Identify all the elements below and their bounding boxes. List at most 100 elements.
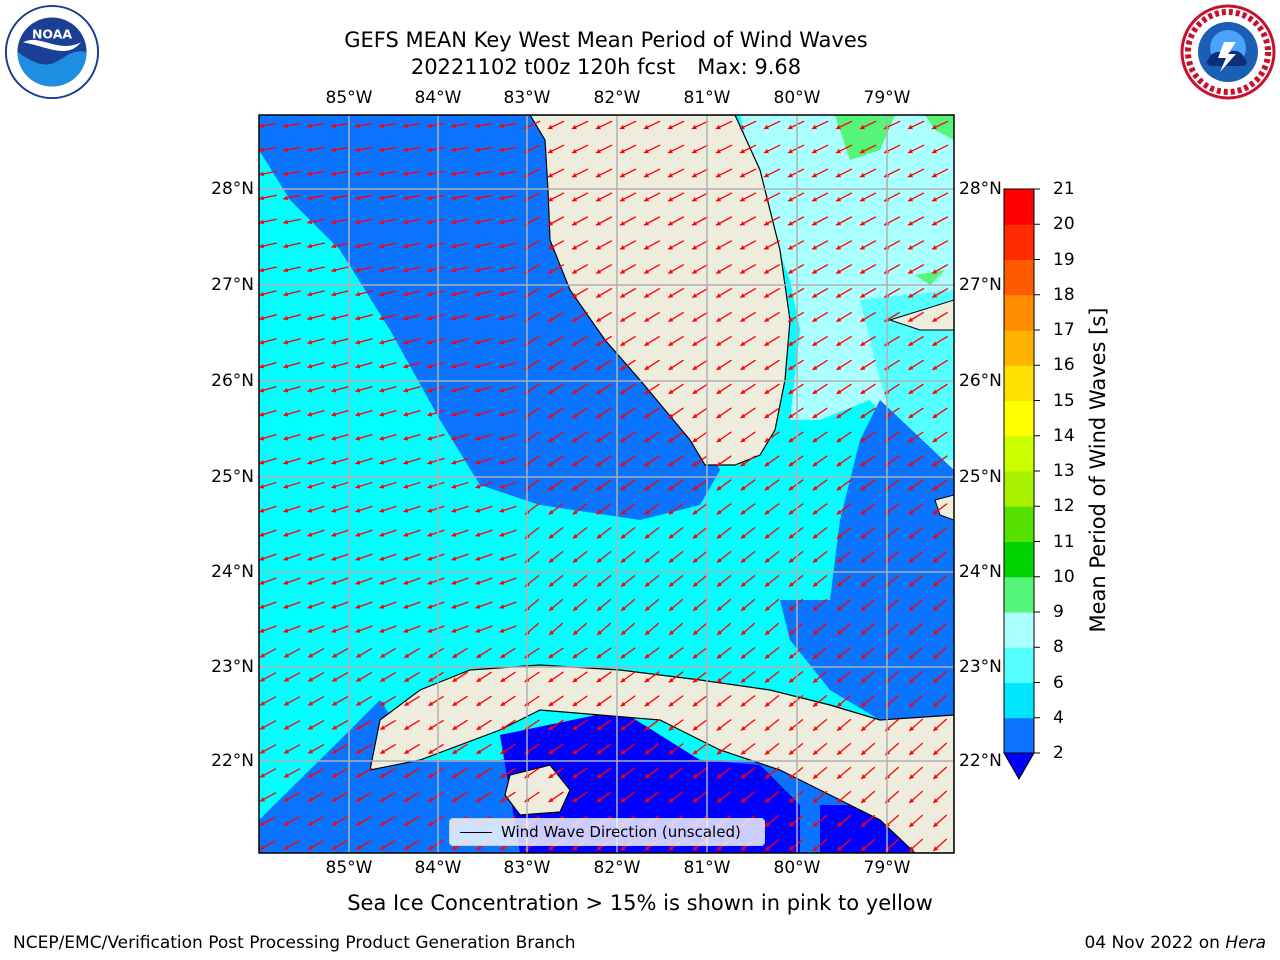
wind-wave-arrow [907,287,925,299]
wind-wave-arrow [571,287,589,299]
wind-wave-arrow [812,694,828,708]
wind-wave-arrow [691,144,709,154]
wind-wave-arrow [451,122,469,129]
wind-wave-arrow [740,622,756,636]
wind-wave-arrow [787,192,805,202]
colorbar-segment [1004,717,1034,754]
wind-wave-arrow [427,601,445,609]
wind-wave-arrow [643,216,661,226]
wind-wave-arrow [403,695,421,707]
wind-wave-arrow [571,263,589,275]
wind-wave-arrow [355,553,373,561]
wind-wave-arrow [596,407,612,419]
wind-wave-arrow [379,695,397,707]
wind-wave-arrow [644,527,660,539]
wind-wave-arrow [691,216,709,226]
wind-wave-arrow [596,503,612,515]
wind-wave-arrow [428,791,444,803]
wind-wave-arrow [764,383,780,395]
wind-wave-arrow [355,194,373,201]
wind-wave-arrow [908,670,924,684]
latitude-label: 27°N [211,275,254,295]
wind-wave-arrow [451,553,469,561]
colorbar-tick-label: 15 [1053,390,1075,411]
wind-wave-arrow [428,815,444,827]
wind-wave-arrow [932,527,948,539]
wind-wave-arrow [283,385,301,393]
noaa-logo: NOAA [4,4,100,100]
wind-wave-arrow [428,671,444,683]
wind-wave-arrow [836,479,852,491]
colorbar-segment [1004,224,1034,260]
wind-wave-arrow [548,598,564,612]
wind-wave-arrow [811,216,829,226]
wind-wave-arrow [547,311,565,323]
wind-wave-arrow [764,838,780,852]
wind-wave-arrow [931,263,949,275]
wind-wave-arrow [452,671,468,683]
wind-wave-arrow [644,431,660,443]
wind-wave-arrow [379,170,397,177]
wind-wave-arrow [331,194,349,201]
wind-wave-arrow [716,455,732,467]
wind-wave-arrow [355,815,373,827]
wind-wave-arrow [331,146,349,153]
wind-wave-arrow [907,168,925,178]
wind-wave-arrow [667,168,685,178]
wind-wave-arrow [931,192,949,202]
wind-wave-arrow [475,122,493,129]
wind-wave-arrow [283,457,301,465]
longitude-label: 79°W [863,858,911,878]
wind-wave-arrow [379,719,397,731]
wind-wave-arrow [307,385,325,393]
wind-wave-arrow [740,455,756,467]
wind-wave-arrow [932,407,948,419]
wind-wave-arrow [283,266,301,273]
wind-wave-arrow [283,290,301,297]
wind-wave-arrow [931,120,949,130]
colorbar-tick-label: 6 [1053,672,1064,693]
wind-wave-arrow [932,742,948,756]
wind-wave-arrow [788,407,804,419]
wind-wave-arrow [812,550,828,564]
wind-wave-arrow [643,263,661,275]
wind-wave-arrow [811,168,829,178]
wind-wave-arrow [811,240,829,250]
wind-wave-arrow [644,622,660,636]
wind-wave-arrow [764,335,780,347]
wind-wave-arrow [427,122,445,129]
wind-wave-arrow [548,647,564,659]
colorbar-tick-label: 20 [1053,214,1075,235]
wind-wave-arrow [427,577,445,585]
wind-wave-arrow [715,192,733,202]
wind-wave-arrow [548,407,564,419]
colorbar-title: Mean Period of Wind Waves [s] [1086,307,1110,633]
wind-wave-arrow [331,815,349,827]
wind-wave-arrow [283,505,301,513]
wind-wave-arrow [620,527,636,539]
wind-wave-arrow [596,743,612,755]
longitude-label: 85°W [325,858,373,878]
wind-wave-arrow [668,695,684,707]
wind-wave-arrow [331,266,349,273]
wind-wave-arrow [451,505,469,513]
wind-wave-arrow [355,839,373,851]
wind-wave-arrow [739,287,757,299]
wind-wave-arrow [859,168,877,178]
wind-wave-arrow [331,242,349,249]
wind-wave-arrow [907,311,925,323]
wind-wave-arrow [907,144,925,154]
wind-wave-arrow [379,146,397,153]
wind-wave-arrow [427,242,445,249]
wind-wave-arrow [307,792,325,802]
wind-wave-arrow [331,170,349,177]
wind-wave-arrow [427,266,445,273]
wind-wave-arrow [355,218,373,225]
colorbar-segment [1004,400,1034,437]
colorbar-segment [1004,682,1034,719]
colorbar-tick-label: 17 [1053,320,1075,340]
wind-wave-arrow [836,790,852,804]
wind-wave-arrow [596,383,612,395]
wind-wave-arrow [668,431,684,443]
wind-wave-arrow [620,455,636,467]
